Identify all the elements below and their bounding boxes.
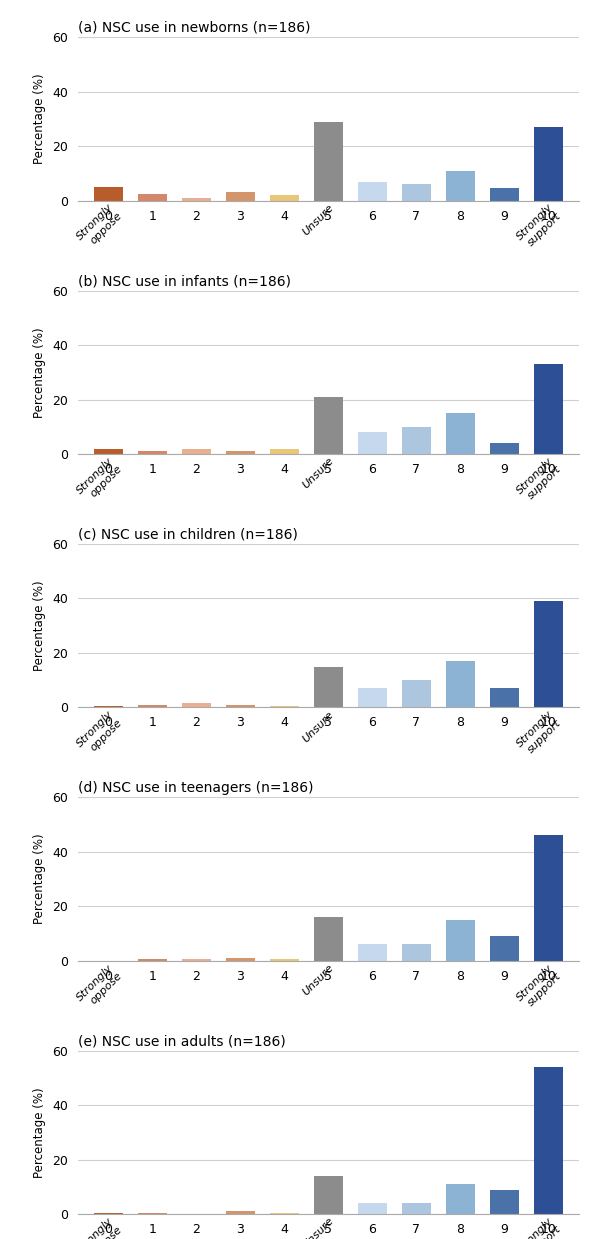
Text: (b) NSC use in infants (n=186): (b) NSC use in infants (n=186) [78, 274, 291, 287]
Bar [490, 937, 519, 960]
Text: Unsure: Unsure [300, 202, 336, 237]
Y-axis label: Percentage (%): Percentage (%) [33, 1087, 47, 1178]
Bar [314, 1176, 343, 1214]
Bar [534, 601, 562, 707]
Text: Unsure: Unsure [300, 963, 336, 997]
Bar [182, 959, 211, 960]
Bar [446, 171, 475, 201]
Text: Strongly
oppose: Strongly oppose [75, 456, 124, 504]
Bar [138, 959, 167, 960]
Bar [402, 1203, 430, 1214]
Bar [490, 689, 519, 707]
Bar [182, 704, 211, 707]
Bar [226, 705, 255, 707]
Bar [358, 944, 387, 960]
Y-axis label: Percentage (%): Percentage (%) [33, 834, 47, 924]
Text: Strongly
support: Strongly support [515, 709, 564, 757]
Bar [534, 128, 562, 201]
Bar [270, 706, 298, 707]
Text: Strongly
support: Strongly support [515, 202, 564, 250]
Bar [358, 182, 387, 201]
Text: (a) NSC use in newborns (n=186): (a) NSC use in newborns (n=186) [78, 21, 310, 35]
Y-axis label: Percentage (%): Percentage (%) [33, 580, 47, 672]
Bar [270, 449, 298, 453]
Bar [534, 364, 562, 453]
Bar [226, 451, 255, 453]
Bar [534, 835, 562, 960]
Bar [138, 1213, 167, 1214]
Bar [314, 396, 343, 453]
Y-axis label: Percentage (%): Percentage (%) [33, 327, 47, 418]
Bar [402, 426, 430, 453]
Text: Strongly
support: Strongly support [515, 963, 564, 1011]
Text: Strongly
oppose: Strongly oppose [75, 1215, 124, 1239]
Bar [94, 706, 123, 707]
Bar [270, 196, 298, 201]
Bar [270, 1213, 298, 1214]
Bar [358, 1203, 387, 1214]
Bar [270, 959, 298, 960]
Bar [182, 198, 211, 201]
Bar [534, 1067, 562, 1214]
Bar [94, 1213, 123, 1214]
Bar [138, 705, 167, 707]
Bar [138, 451, 167, 453]
Bar [94, 449, 123, 453]
Bar [446, 662, 475, 707]
Bar [226, 1212, 255, 1214]
Bar [358, 432, 387, 453]
Text: Strongly
oppose: Strongly oppose [75, 202, 124, 250]
Text: Unsure: Unsure [300, 709, 336, 743]
Text: Strongly
support: Strongly support [515, 1215, 564, 1239]
Text: (d) NSC use in teenagers (n=186): (d) NSC use in teenagers (n=186) [78, 781, 313, 794]
Bar [446, 413, 475, 453]
Bar [490, 188, 519, 201]
Text: Unsure: Unsure [300, 456, 336, 491]
Text: Unsure: Unsure [300, 1215, 336, 1239]
Bar [314, 917, 343, 960]
Bar [94, 187, 123, 201]
Bar [358, 689, 387, 707]
Bar [446, 919, 475, 960]
Text: Strongly
oppose: Strongly oppose [75, 709, 124, 757]
Text: Strongly
oppose: Strongly oppose [75, 963, 124, 1011]
Bar [138, 193, 167, 201]
Bar [226, 958, 255, 960]
Bar [314, 121, 343, 201]
Bar [490, 1189, 519, 1214]
Bar [446, 1184, 475, 1214]
Bar [402, 680, 430, 707]
Bar [490, 444, 519, 453]
Bar [402, 185, 430, 201]
Text: (e) NSC use in adults (n=186): (e) NSC use in adults (n=186) [78, 1035, 285, 1048]
Bar [402, 944, 430, 960]
Bar [182, 449, 211, 453]
Text: (c) NSC use in children (n=186): (c) NSC use in children (n=186) [78, 528, 297, 541]
Text: Strongly
support: Strongly support [515, 456, 564, 504]
Bar [314, 667, 343, 707]
Bar [226, 192, 255, 201]
Y-axis label: Percentage (%): Percentage (%) [33, 73, 47, 165]
